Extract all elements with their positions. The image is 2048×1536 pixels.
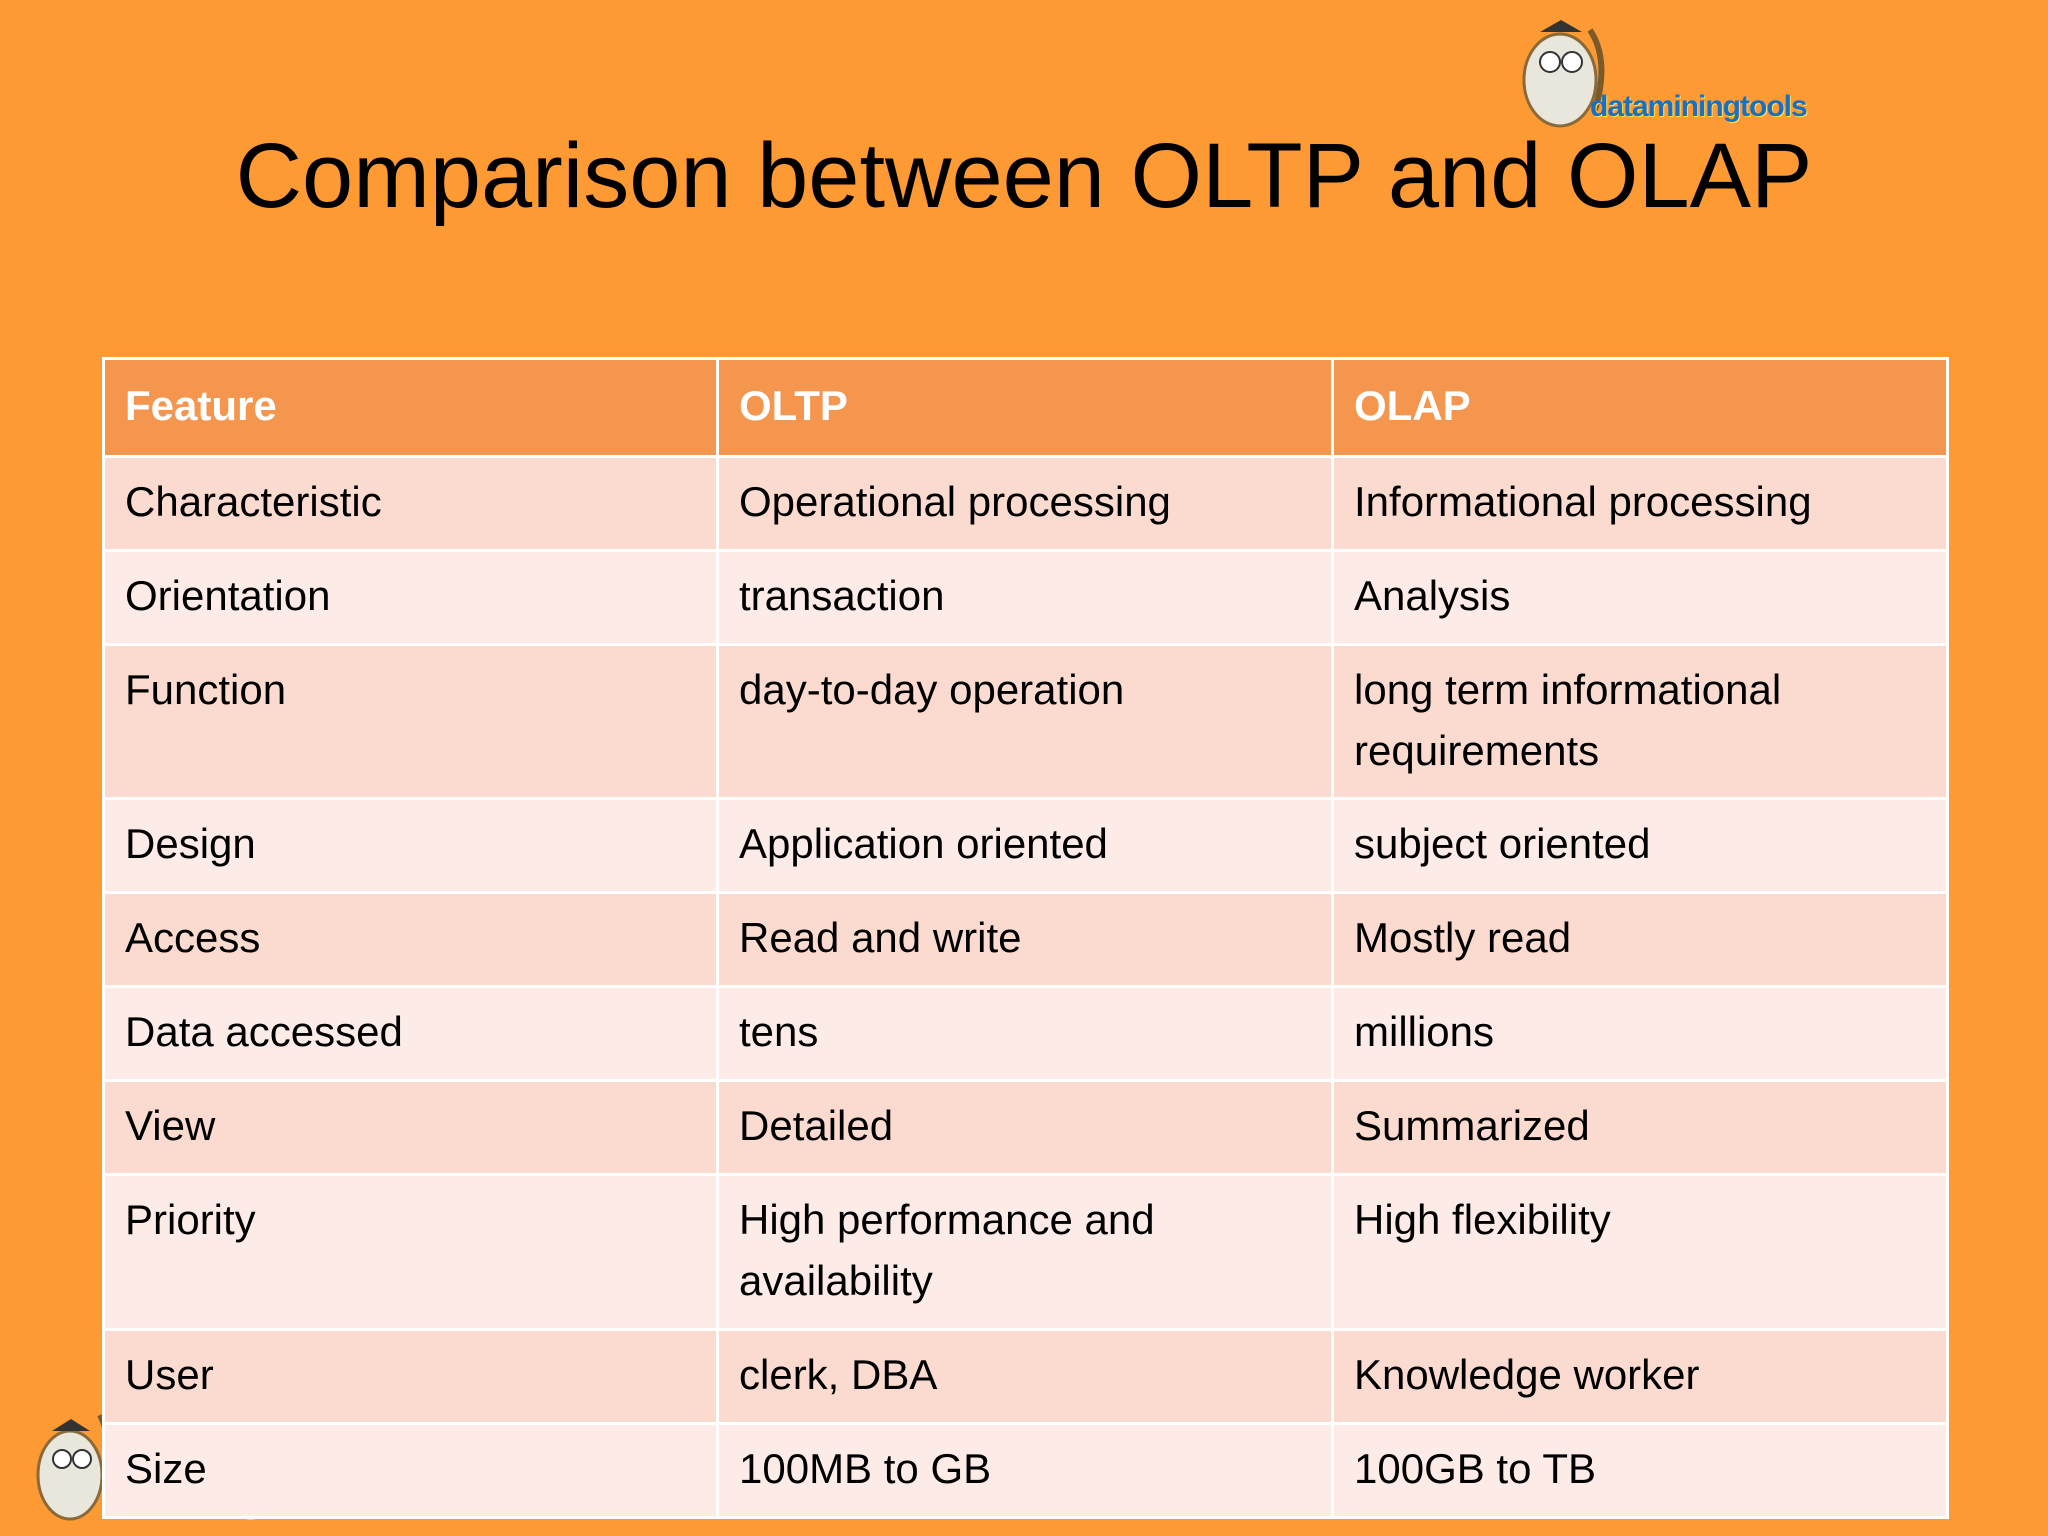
- table-cell: Application oriented: [716, 797, 1334, 895]
- table-row: Data accessed tens millions: [102, 985, 1949, 1083]
- header-row: Feature OLTP OLAP: [102, 357, 1949, 458]
- table-cell: Size: [102, 1421, 719, 1519]
- table-cell: long term informational requirements: [1331, 642, 1949, 801]
- table-cell: 100GB to TB: [1331, 1421, 1949, 1519]
- table-cell: day-to-day operation: [716, 642, 1334, 801]
- table-cell: Operational processing: [716, 454, 1334, 552]
- table-row: User clerk, DBA Knowledge worker: [102, 1327, 1949, 1425]
- table-cell: Analysis: [1331, 548, 1949, 646]
- table-cell: tens: [716, 985, 1334, 1083]
- table-row: Function day-to-day operation long term in…: [102, 642, 1949, 801]
- table-cell: Informational processing: [1331, 454, 1949, 552]
- table-cell: Design: [102, 797, 719, 895]
- table-row: Orientation transaction Analysis: [102, 548, 1949, 646]
- table-row: Size 100MB to GB 100GB to TB: [102, 1421, 1949, 1519]
- table-row: Characteristic Operational processing Info…: [102, 454, 1949, 552]
- table-row: Design Application oriented subject orient…: [102, 797, 1949, 895]
- table-cell: millions: [1331, 985, 1949, 1083]
- header-cell: Feature: [102, 357, 719, 458]
- table-cell: Function: [102, 642, 719, 801]
- table-cell: High flexibility: [1331, 1173, 1949, 1331]
- table-cell: Orientation: [102, 548, 719, 646]
- table-cell: Knowledge worker: [1331, 1327, 1949, 1425]
- header-cell: OLAP: [1331, 357, 1949, 458]
- table-cell: Characteristic: [102, 454, 719, 552]
- title: Comparison between OLTP and OLAP: [235, 125, 1813, 227]
- table-cell: Priority: [102, 1173, 719, 1331]
- table-cell: clerk, DBA: [716, 1327, 1334, 1425]
- table-row: Priority High performance and availabilit…: [102, 1173, 1949, 1331]
- table-cell: Data accessed: [102, 985, 719, 1083]
- table-cell: Read and write: [716, 891, 1334, 989]
- table-row: View Detailed Summarized: [102, 1079, 1949, 1177]
- table-cell: Summarized: [1331, 1079, 1949, 1177]
- logo-text: dataminingtools: [1590, 90, 1808, 123]
- table-cell: Mostly read: [1331, 891, 1949, 989]
- header-cell: OLTP: [716, 357, 1334, 458]
- table-cell: transaction: [716, 548, 1334, 646]
- table-cell: 100MB to GB: [716, 1421, 1334, 1519]
- table-cell: User: [102, 1327, 719, 1425]
- table-cell: Access: [102, 891, 719, 989]
- table-cell: View: [102, 1079, 719, 1177]
- table-cell: Detailed: [716, 1079, 1334, 1177]
- logo-owl: [1522, 20, 1605, 128]
- table-row: Access Read and write Mostly read: [102, 891, 1949, 989]
- table-cell: High performance and availability: [716, 1173, 1334, 1331]
- table-cell: subject oriented: [1331, 797, 1949, 895]
- comparison-table: Feature OLTP OLAP Characteristic Operationa…: [102, 357, 1949, 1519]
